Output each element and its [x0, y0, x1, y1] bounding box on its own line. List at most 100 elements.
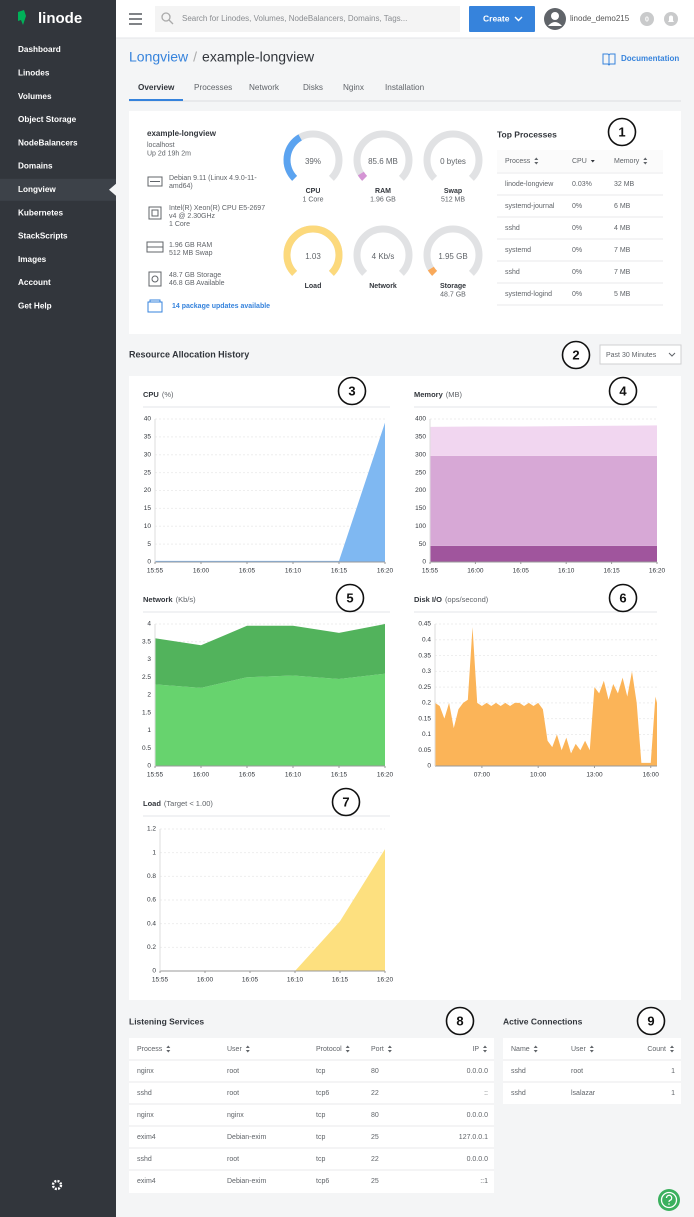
x-tick-label: 16:10	[285, 772, 302, 779]
nav-item[interactable]: Account	[18, 278, 51, 287]
breadcrumb-parent[interactable]: Longview	[129, 49, 189, 65]
section-title: Listening Services	[129, 1016, 204, 1026]
gauge-sub: 1.96 GB	[370, 196, 396, 203]
nav-item[interactable]: Kubernetes	[18, 208, 63, 217]
y-tick-label: 0.4	[422, 636, 431, 643]
nav-item[interactable]: Get Help	[18, 301, 52, 310]
gauge-label: CPU	[306, 188, 321, 195]
range-select[interactable]	[599, 344, 682, 365]
y-tick-label: 5	[147, 541, 151, 548]
nav-item[interactable]: StackScripts	[18, 232, 68, 241]
table-header-cell[interactable]: IP	[472, 1046, 479, 1053]
table-cell: sshd	[137, 1090, 152, 1097]
search-box[interactable]	[155, 6, 460, 32]
y-tick-label: 200	[415, 487, 426, 494]
table-cell: root	[571, 1068, 583, 1075]
connections-table	[503, 1038, 681, 1104]
help-ring	[660, 1191, 678, 1209]
create-label[interactable]: Create	[483, 13, 510, 23]
table-header-cell[interactable]: Name	[511, 1046, 530, 1053]
y-tick-label: 0.05	[418, 747, 431, 754]
annotation-number: 5	[346, 590, 353, 605]
annotation-number: 7	[342, 794, 349, 809]
updates-link[interactable]: 14 package updates available	[172, 303, 270, 310]
spec-line: Intel(R) Xeon(R) CPU E5-2697	[169, 205, 265, 212]
listening-table	[129, 1038, 494, 1193]
search-placeholder: Search for Linodes, Volumes, NodeBalance…	[182, 14, 407, 23]
x-tick-label: 13:00	[586, 772, 603, 779]
y-tick-label: 2	[147, 692, 151, 699]
table-header-cell[interactable]: CPU	[572, 158, 587, 165]
gauge-sub: 512 MB	[441, 196, 465, 203]
settings-icon[interactable]	[51, 1179, 63, 1191]
annotation-number: 1	[618, 124, 625, 139]
tab[interactable]: Installation	[385, 83, 425, 92]
table-header-cell[interactable]: User	[571, 1046, 586, 1053]
logo-icon	[18, 10, 26, 25]
x-tick-label: 15:55	[422, 568, 439, 575]
nav-item[interactable]: Linodes	[18, 68, 50, 77]
nav-item[interactable]: Longview	[18, 185, 56, 194]
spec-line: v4 @ 2.30GHz	[169, 213, 216, 220]
annotation-marker	[608, 583, 638, 613]
y-tick-label: 0.2	[422, 700, 431, 707]
chart-title-unit: (MB)	[446, 390, 463, 399]
tab[interactable]: Network	[249, 83, 280, 92]
annotation-number: 3	[348, 383, 355, 398]
gauge-label: Swap	[444, 188, 462, 195]
area	[430, 425, 657, 456]
y-tick-label: 0.4	[147, 920, 156, 927]
nav-item[interactable]: Images	[18, 255, 47, 264]
table-header-cell[interactable]: Memory	[614, 158, 640, 165]
spec-icon	[148, 271, 162, 287]
nav-item[interactable]: Object Storage	[18, 115, 77, 124]
table-cell: 4 MB	[614, 225, 631, 232]
table-header-cell[interactable]: Count	[647, 1046, 666, 1053]
table-cell: tcp	[316, 1134, 325, 1141]
nav-item[interactable]: NodeBalancers	[18, 138, 78, 147]
y-tick-label: 3.5	[142, 638, 151, 645]
table-header-cell[interactable]: Process	[505, 158, 531, 165]
search-icon	[161, 12, 171, 22]
sort-icon	[245, 1045, 250, 1053]
notification-count: 0	[645, 16, 649, 23]
x-tick-label: 16:05	[513, 568, 530, 575]
table-header-cell[interactable]: Port	[371, 1046, 384, 1053]
table-cell: 32 MB	[614, 181, 635, 188]
sort-icon	[670, 1045, 674, 1053]
nav-item[interactable]: Domains	[18, 162, 53, 171]
x-tick-label: 16:15	[331, 772, 348, 779]
table-cell: systemd-logind	[505, 291, 552, 298]
table-cell: exim4	[137, 1134, 156, 1141]
gauge-sub: 48.7 GB	[440, 291, 466, 298]
hostname: localhost	[147, 142, 175, 149]
gauge-track	[423, 225, 483, 276]
username[interactable]: linode_demo215	[570, 14, 630, 23]
notification-badge[interactable]	[640, 12, 654, 26]
table-cell: systemd	[505, 247, 531, 254]
table-header-cell[interactable]: User	[227, 1046, 242, 1053]
nav-item[interactable]: Dashboard	[18, 45, 61, 54]
create-button[interactable]	[469, 6, 535, 32]
host-name: example-longview	[147, 129, 217, 138]
y-tick-label: 10	[144, 523, 152, 530]
x-tick-label: 16:05	[239, 772, 256, 779]
spec-icon	[147, 176, 163, 187]
documentation-link[interactable]: Documentation	[621, 54, 679, 63]
y-tick-label: 100	[415, 523, 426, 530]
gauge-track	[423, 130, 483, 181]
tab[interactable]: Overview	[138, 83, 175, 92]
gauge-sub: 1 Core	[302, 196, 323, 203]
range-select-label[interactable]: Past 30 Minutes	[606, 352, 657, 359]
tab[interactable]: Processes	[194, 83, 232, 92]
gauge-value: 39%	[305, 157, 321, 166]
logo-text: linode	[38, 10, 82, 27]
tab[interactable]: Disks	[303, 83, 323, 92]
table-cell: 0.0.0.0	[467, 1112, 489, 1119]
spec-icon	[148, 206, 162, 220]
table-header-cell[interactable]: Process	[137, 1046, 163, 1053]
tab[interactable]: Nginx	[343, 83, 364, 92]
table-header-cell[interactable]: Protocol	[316, 1046, 342, 1053]
nav-item[interactable]: Volumes	[18, 92, 52, 101]
